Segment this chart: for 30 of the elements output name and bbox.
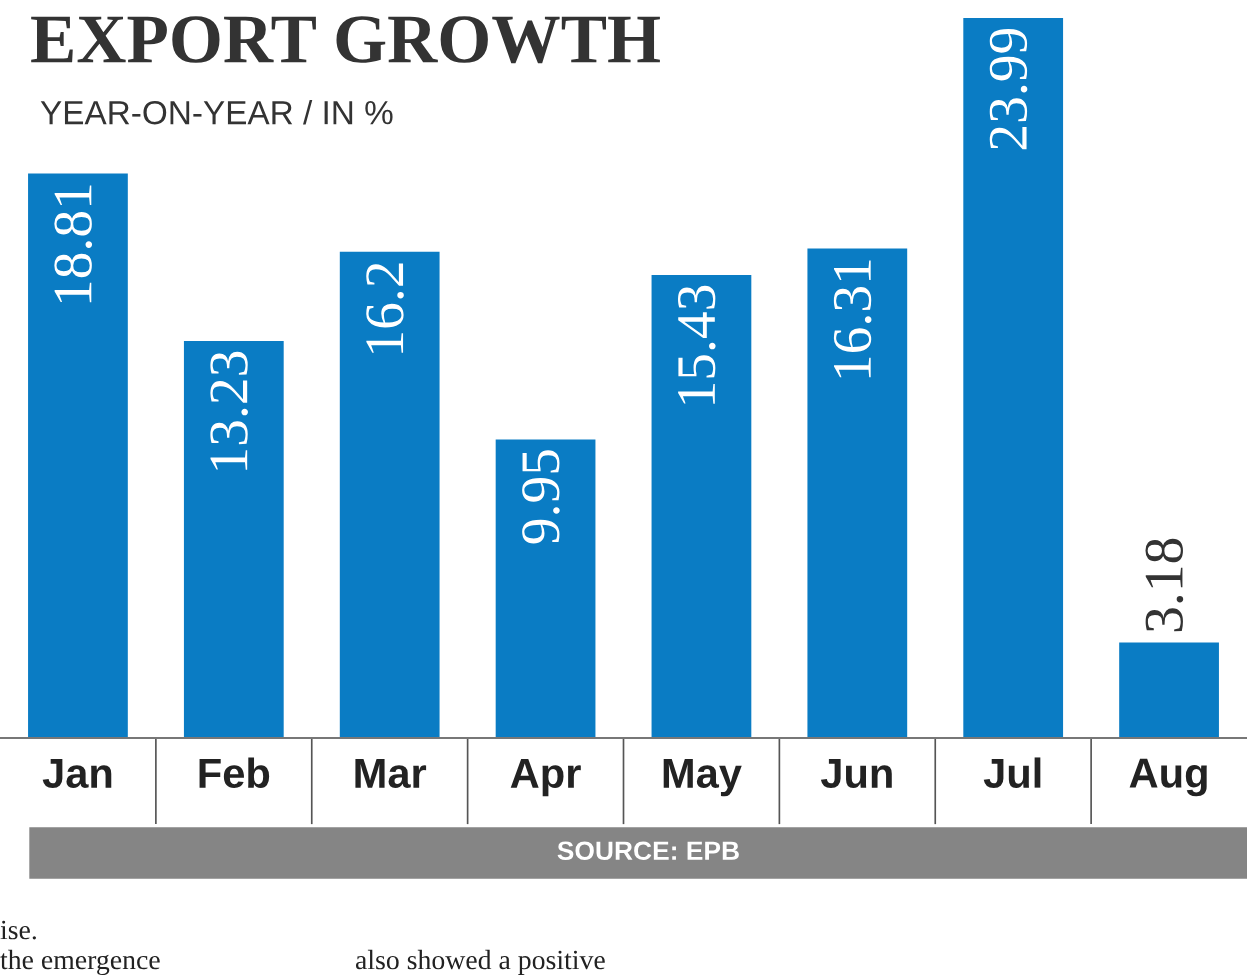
x-tick-label: Mar	[355, 758, 427, 789]
bar	[651, 274, 752, 738]
bar	[495, 439, 596, 738]
text: the emergence	[0, 949, 160, 975]
x-tick-label: Jan	[42, 758, 112, 789]
bar	[963, 18, 1064, 738]
chart-title: EXPORT GROWTH	[31, 16, 660, 64]
x-tick-label: Aug	[1129, 758, 1207, 797]
bar	[807, 248, 908, 738]
bar	[339, 251, 440, 738]
text: also showed a positive	[355, 949, 605, 975]
data-label: 13.23	[210, 351, 248, 470]
source-note: SOURCE: EPB	[557, 841, 739, 861]
x-tick-label: Feb	[199, 757, 270, 789]
x-tick-label: Jun	[820, 758, 892, 789]
x-tick-label: Apr	[510, 758, 581, 797]
bar	[183, 340, 284, 738]
data-label: 16.31	[833, 260, 872, 378]
data-label: 9.95	[522, 450, 560, 544]
data-label: 23.99	[989, 28, 1028, 150]
x-tick-label: Jul	[983, 757, 1041, 789]
text: YEAR-ON-YEAR / IN %	[40, 100, 393, 125]
text: ise.	[0, 920, 36, 940]
data-label: 16.2	[366, 263, 404, 353]
data-label: 15.43	[678, 285, 716, 404]
data-label: 3.18	[1145, 538, 1184, 632]
x-tick-label: May	[663, 758, 742, 797]
data-label: 18.81	[54, 185, 93, 303]
bar	[1119, 642, 1219, 738]
bar	[28, 173, 128, 738]
